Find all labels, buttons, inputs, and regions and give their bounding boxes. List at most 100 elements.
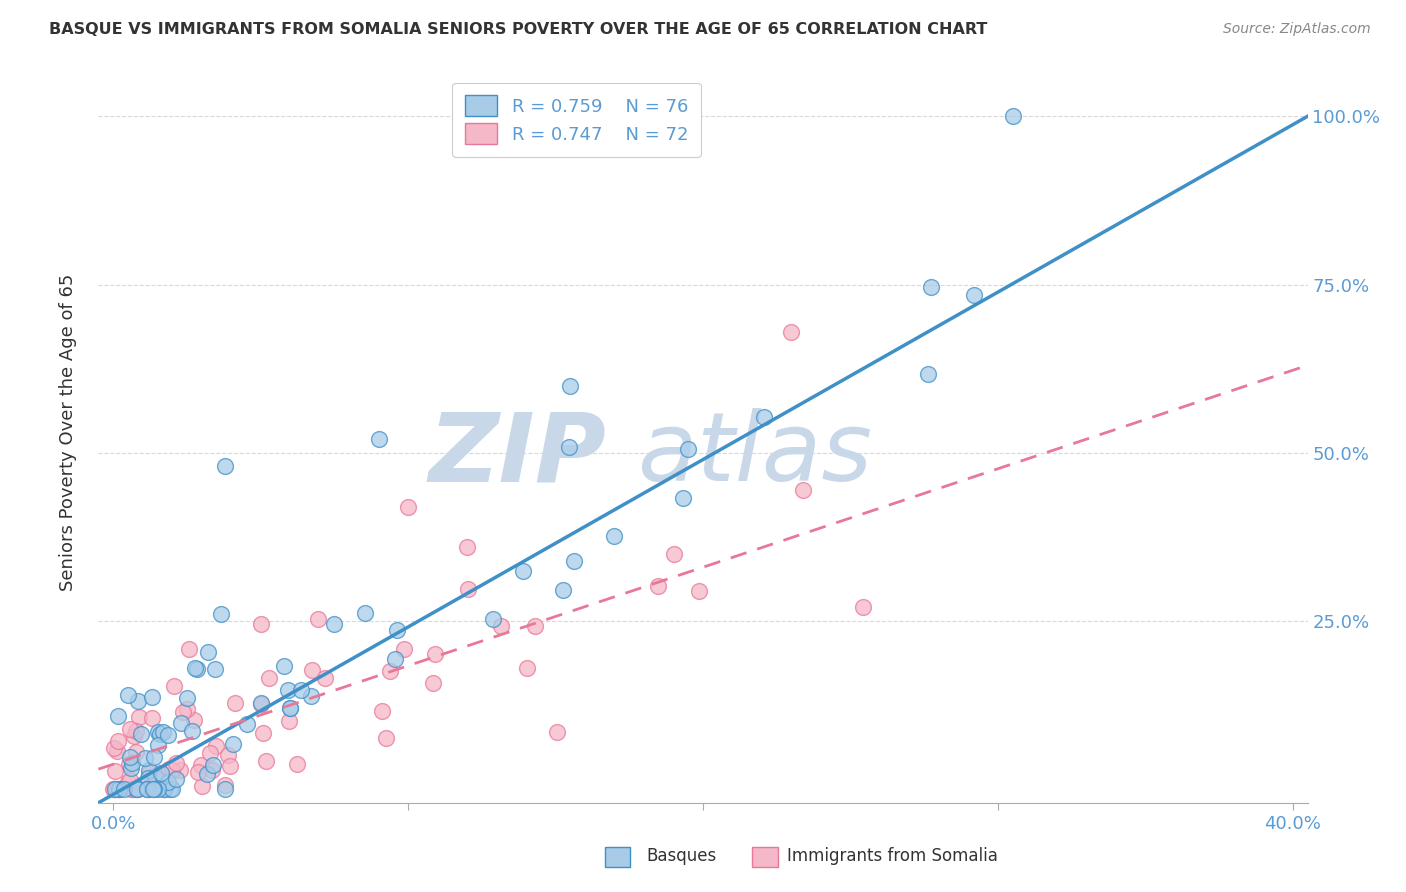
Point [219, 758, 242, 772]
Point [557, 440, 579, 454]
Point [118, 756, 141, 771]
Point [122, 729, 145, 743]
Point [156, 774, 179, 789]
Point [301, 663, 323, 677]
Point [112, 782, 135, 797]
Point [169, 763, 191, 777]
Point [380, 665, 402, 679]
Point [647, 579, 669, 593]
Point [127, 694, 149, 708]
Point [160, 764, 183, 778]
Point [314, 671, 336, 685]
Point [290, 682, 312, 697]
Point [108, 782, 131, 797]
Point [201, 758, 224, 772]
Point [120, 761, 142, 775]
Point [103, 740, 125, 755]
Point [148, 738, 170, 752]
Point [371, 704, 394, 718]
Point [117, 775, 139, 789]
Point [195, 767, 218, 781]
Point [516, 661, 538, 675]
Point [117, 689, 139, 703]
Point [852, 599, 875, 614]
Point [150, 766, 173, 780]
Point [152, 724, 174, 739]
Point [672, 491, 695, 506]
Point [491, 618, 513, 632]
Point [374, 731, 396, 745]
Point [146, 782, 169, 797]
Point [104, 764, 127, 779]
Point [564, 554, 586, 568]
Text: Immigrants from Somalia: Immigrants from Somalia [787, 847, 998, 865]
Point [524, 618, 547, 632]
Point [214, 782, 236, 797]
Point [181, 723, 204, 738]
Point [105, 782, 128, 797]
Text: BASQUE VS IMMIGRANTS FROM SOMALIA SENIORS POVERTY OVER THE AGE OF 65 CORRELATION: BASQUE VS IMMIGRANTS FROM SOMALIA SENIOR… [49, 22, 987, 37]
Point [254, 755, 277, 769]
Point [136, 782, 159, 797]
Point [217, 748, 239, 763]
Point [191, 779, 214, 793]
Point [141, 711, 163, 725]
Text: Basques: Basques [647, 847, 717, 865]
Point [183, 661, 205, 675]
Point [125, 782, 148, 797]
Point [121, 782, 143, 797]
Point [662, 547, 685, 561]
Point [299, 689, 322, 703]
Point [172, 705, 194, 719]
Point [134, 751, 156, 765]
Point [285, 757, 308, 772]
Point [481, 612, 503, 626]
Point [163, 678, 186, 692]
Point [920, 280, 942, 294]
Point [170, 716, 193, 731]
Point [118, 772, 141, 787]
Point [149, 727, 172, 741]
Point [367, 433, 389, 447]
Point [103, 782, 125, 797]
Point [129, 778, 152, 792]
Point [546, 724, 568, 739]
Point [962, 288, 984, 302]
Point [176, 690, 198, 705]
Point [159, 782, 181, 797]
Point [249, 616, 271, 631]
Point [125, 724, 148, 739]
Point [384, 652, 406, 666]
Point [204, 662, 226, 676]
Point [676, 442, 699, 456]
Point [209, 607, 232, 621]
Point [128, 710, 150, 724]
Point [250, 697, 273, 711]
Point [1001, 109, 1024, 123]
Point [425, 647, 447, 661]
Point [105, 744, 128, 758]
Point [917, 367, 939, 381]
Point [121, 756, 143, 770]
Point [422, 676, 444, 690]
Point [165, 756, 187, 771]
Point [104, 782, 127, 797]
Point [277, 714, 299, 728]
Point [273, 659, 295, 673]
Point [323, 617, 346, 632]
Point [204, 739, 226, 753]
Point [141, 690, 163, 705]
Point [146, 724, 169, 739]
Point [142, 782, 165, 797]
Point [143, 750, 166, 764]
Y-axis label: Seniors Poverty Over the Age of 65: Seniors Poverty Over the Age of 65 [59, 274, 77, 591]
Point [129, 727, 152, 741]
Point [551, 583, 574, 598]
Point [125, 782, 148, 797]
Point [392, 642, 415, 657]
Point [107, 708, 129, 723]
Point [120, 750, 142, 764]
Point [104, 782, 127, 797]
Point [252, 726, 274, 740]
Point [780, 325, 803, 339]
